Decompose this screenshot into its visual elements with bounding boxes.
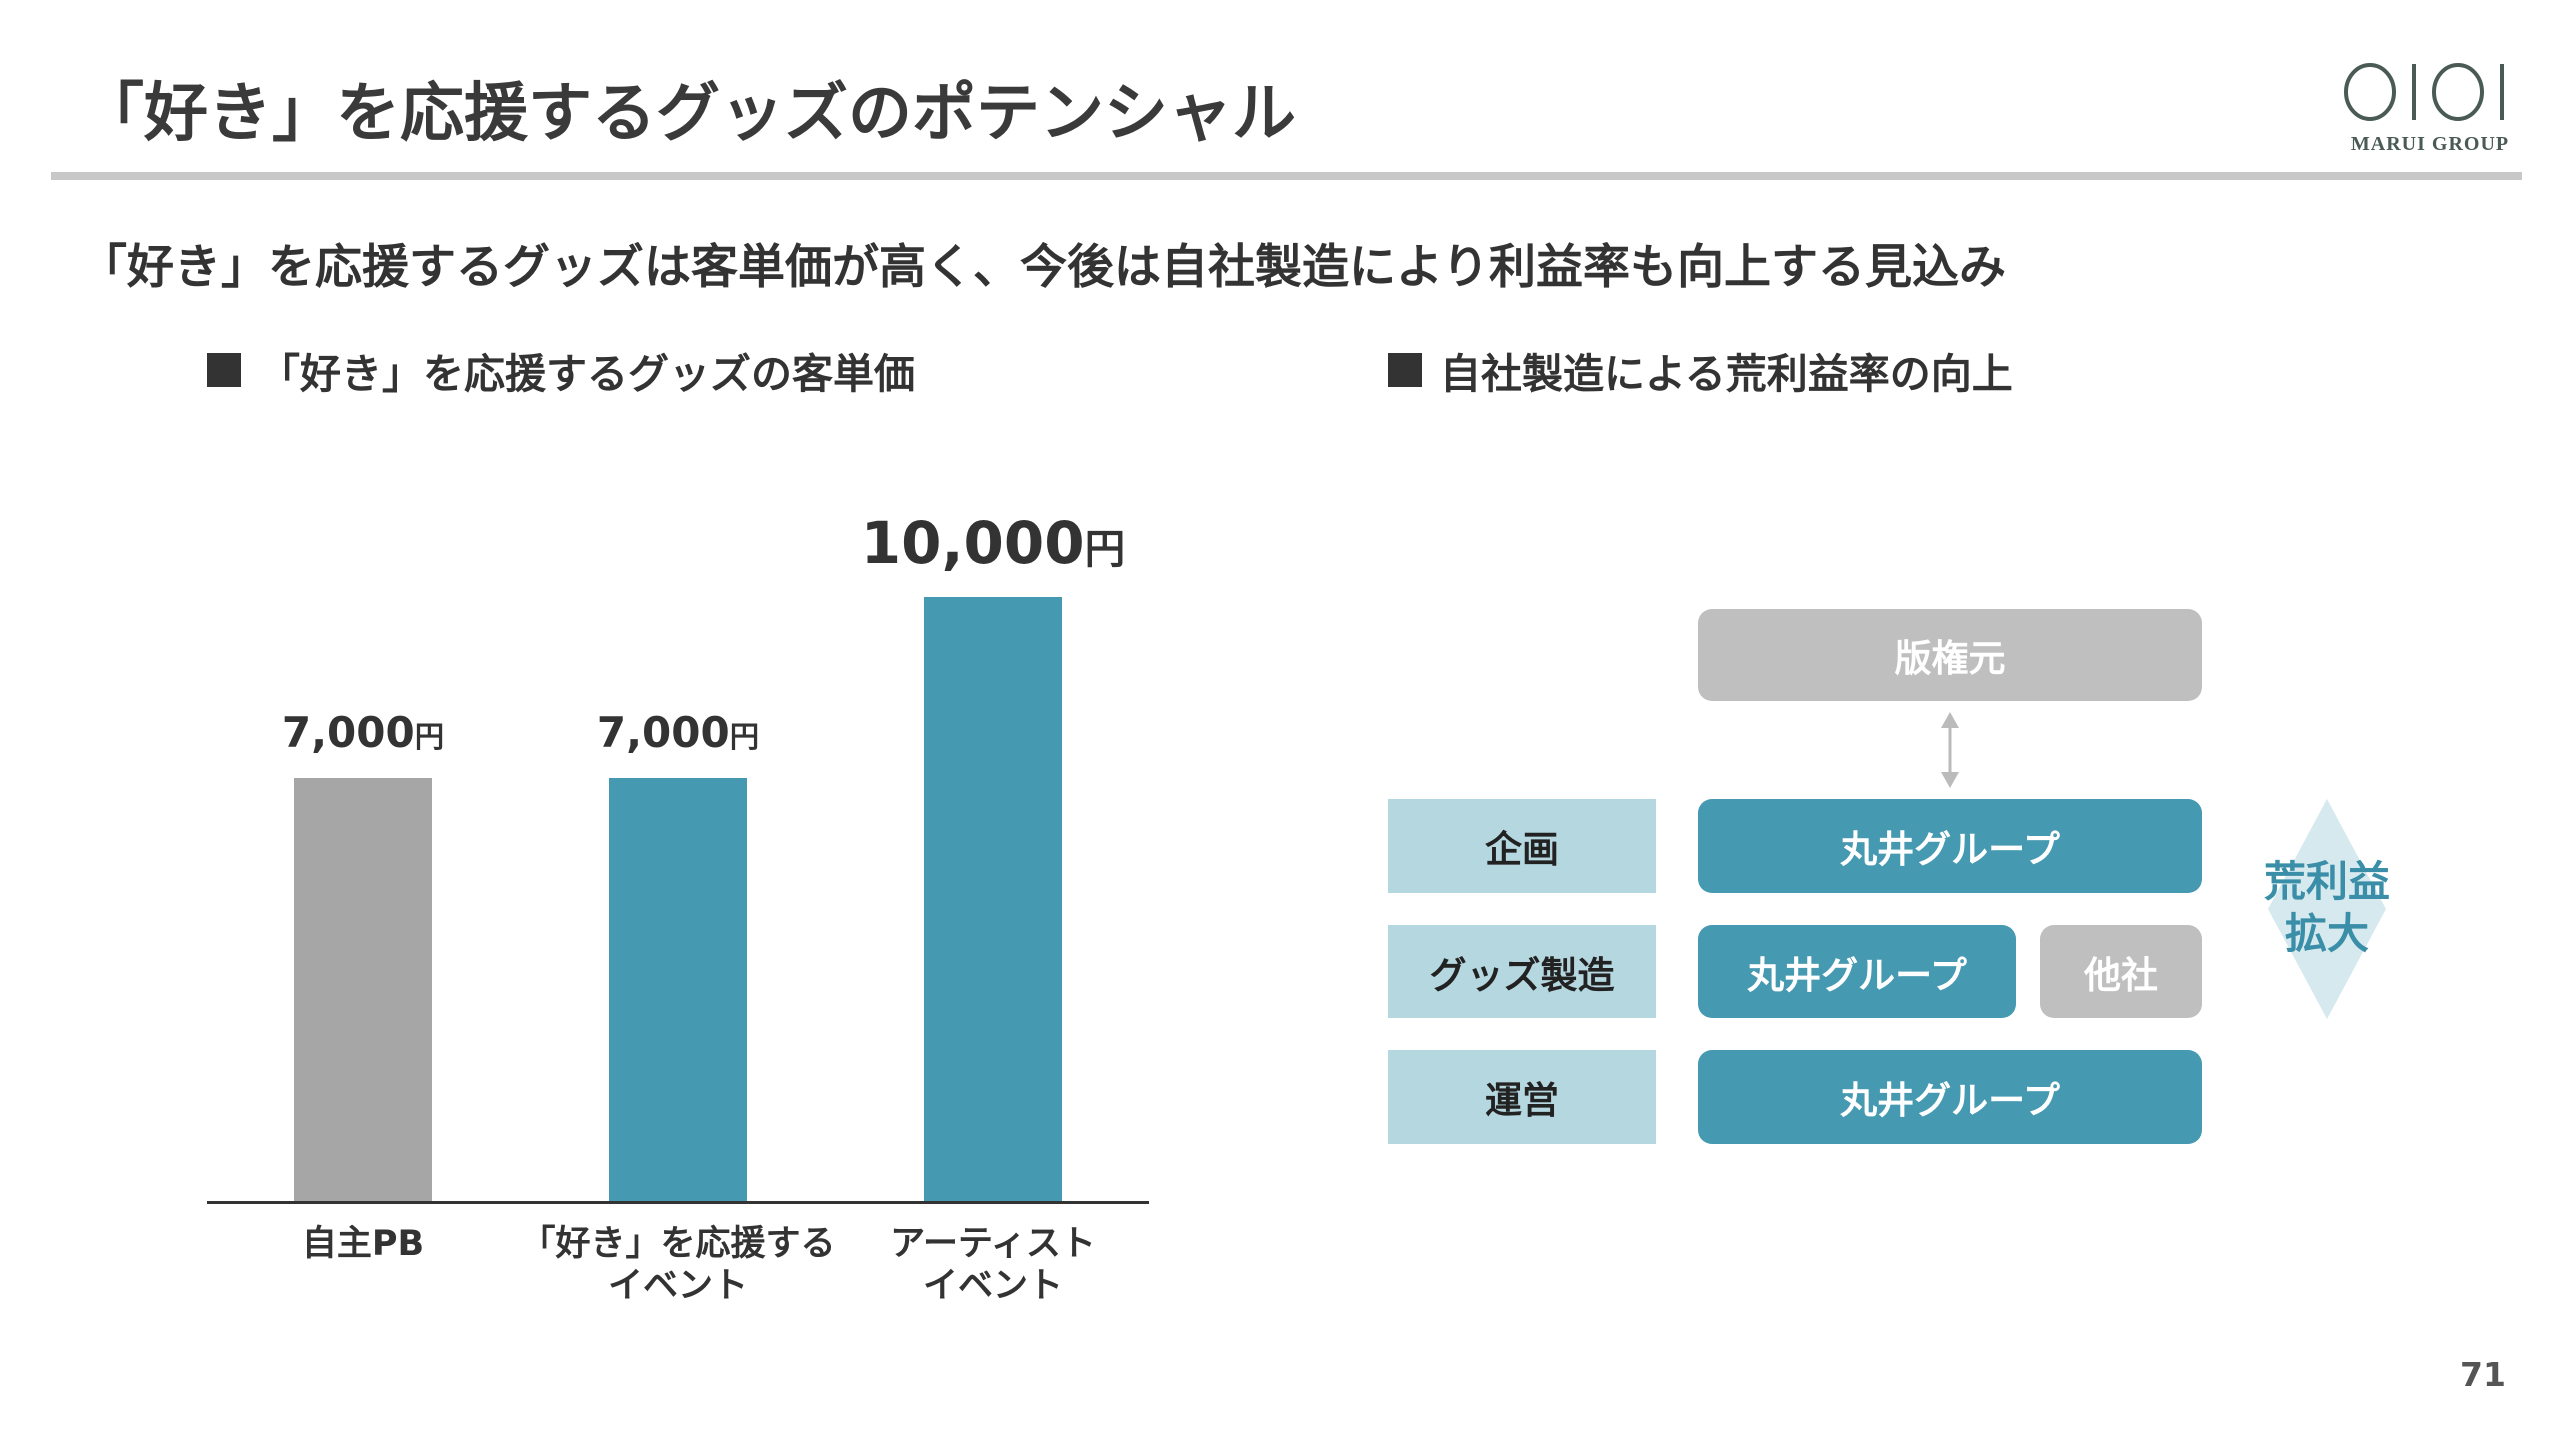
- manufacturing-marui-box: 丸井グループ: [1698, 925, 2016, 1018]
- planning-marui-box: 丸井グループ: [1698, 799, 2202, 893]
- row-label-operation: 運営: [1388, 1050, 1656, 1144]
- bullet-square-icon: [1388, 353, 1422, 387]
- manufacturing-other-box: 他社: [2040, 925, 2202, 1018]
- bar-value-label: 7,000円: [596, 708, 760, 758]
- bullet-square-icon: [207, 353, 241, 387]
- title-divider: [51, 172, 2522, 180]
- bar-2: [924, 597, 1062, 1201]
- left-heading-text: 「好き」を応援するグッズの客単価: [259, 350, 915, 398]
- category-label: アーティスト イベント: [890, 1224, 1096, 1306]
- right-section-heading: 自社製造による荒利益率の向上: [1388, 340, 2013, 400]
- svg-text:MARUI GROUP: MARUI GROUP: [2351, 133, 2509, 155]
- page-title: 「好き」を応援するグッズのポテンシャル: [80, 77, 1296, 151]
- licensor-box: 版権元: [1698, 609, 2202, 701]
- gain-line-1: 荒利益: [2263, 857, 2390, 906]
- row-label-manufacturing: グッズ製造: [1388, 925, 1656, 1018]
- category-label: 「好き」を応援する イベント: [520, 1224, 836, 1306]
- category-label: 自主PB: [301, 1224, 425, 1264]
- marui-group-logo: MARUI GROUP: [2344, 63, 2509, 155]
- page-number: 71: [2460, 1355, 2506, 1394]
- bar-1: [609, 778, 747, 1201]
- gain-diamond-shape: [2268, 799, 2386, 1019]
- left-section-heading: 「好き」を応援するグッズの客単価: [207, 340, 915, 400]
- bar-0: [294, 778, 432, 1201]
- double-arrow-icon: [1941, 712, 1959, 788]
- bar-value-label: 7,000円: [281, 708, 445, 758]
- bar-value-label: 10,000円: [860, 509, 1126, 577]
- slide-subtitle: 「好き」を応援するグッズは客単価が高く、今後は自社製造により利益率も向上する見込…: [80, 240, 2007, 295]
- chart-x-axis: [207, 1201, 1149, 1204]
- gain-line-2: 拡大: [2284, 909, 2369, 958]
- gross-profit-gain-label: 荒利益 拡大: [2247, 856, 2407, 960]
- right-heading-text: 自社製造による荒利益率の向上: [1440, 350, 2013, 398]
- operation-marui-box: 丸井グループ: [1698, 1050, 2202, 1144]
- row-label-planning: 企画: [1388, 799, 1656, 893]
